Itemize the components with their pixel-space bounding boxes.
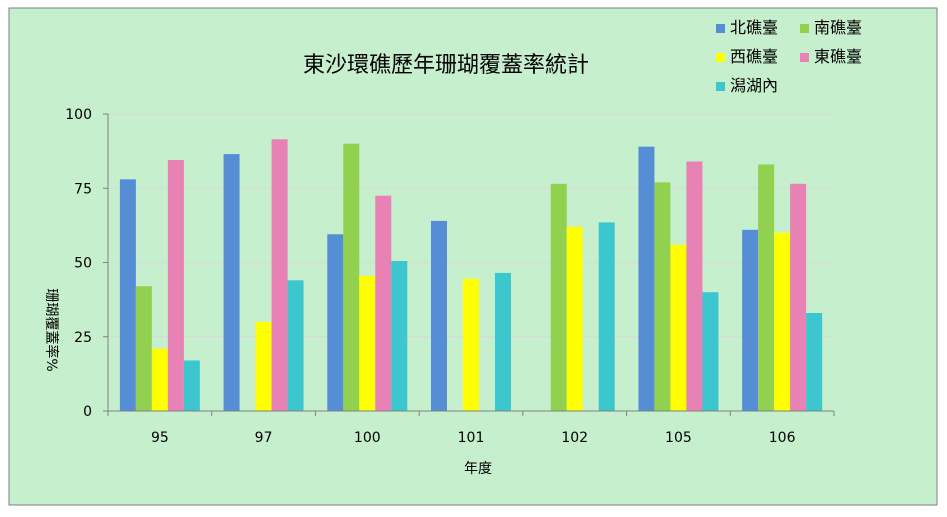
legend-label: 南礁臺 [814, 18, 862, 37]
legend-swatch [716, 24, 725, 33]
bar [686, 161, 703, 411]
bar [774, 232, 791, 411]
bar [806, 312, 823, 411]
x-tick-label: 101 [458, 430, 485, 446]
bar [790, 183, 807, 411]
x-axis-title: 年度 [464, 461, 492, 477]
bar [375, 195, 392, 411]
bar [598, 222, 615, 411]
legend-label: 西礁臺 [730, 47, 778, 66]
axes: 0 25 50 75 100 95 97 100 101 102 105 106 [65, 107, 835, 446]
bar [391, 261, 408, 411]
bar [287, 280, 304, 411]
bars [119, 139, 823, 412]
bar [431, 220, 447, 411]
bar [702, 292, 719, 411]
legend-label: 北礁臺 [730, 18, 778, 37]
x-tick-label: 100 [354, 430, 381, 446]
bar [327, 234, 344, 411]
bar [151, 348, 168, 411]
bar [550, 183, 567, 411]
y-tick-label: 50 [74, 256, 92, 272]
bar [359, 275, 376, 411]
bar [758, 164, 775, 411]
bar [167, 160, 184, 411]
bar [119, 179, 136, 411]
y-axis-title-group: 珊瑚覆蓋率% [43, 288, 60, 371]
y-tick-label: 100 [65, 107, 92, 123]
y-tick-label: 25 [74, 330, 92, 346]
legend-label: 東礁臺 [814, 47, 862, 66]
legend-swatch [800, 24, 809, 33]
bar [343, 143, 360, 411]
bar [463, 278, 479, 411]
legend-swatch [716, 82, 725, 91]
legend-swatch [716, 53, 725, 62]
bar [670, 244, 687, 411]
bar [135, 286, 152, 411]
bar [271, 139, 288, 411]
y-tick-label: 0 [83, 404, 92, 420]
x-tick-label: 95 [151, 430, 169, 446]
bar [183, 360, 200, 411]
x-tick-label: 106 [769, 430, 796, 446]
x-tick-label: 97 [255, 430, 273, 446]
y-axis-title: 珊瑚覆蓋率% [43, 288, 60, 371]
x-tick-label: 102 [561, 430, 588, 446]
bar [223, 154, 240, 411]
bar [654, 182, 671, 411]
chart-title: 東沙環礁歷年珊瑚覆蓋率統計 [303, 53, 589, 78]
bar [566, 226, 583, 411]
x-tick-label: 105 [665, 430, 692, 446]
legend-swatch [800, 53, 809, 62]
bar [638, 146, 655, 412]
bar [255, 321, 272, 411]
y-tick-label: 75 [74, 181, 92, 197]
bar [495, 272, 511, 411]
bar [742, 229, 759, 411]
legend-label: 潟湖內 [730, 76, 778, 95]
